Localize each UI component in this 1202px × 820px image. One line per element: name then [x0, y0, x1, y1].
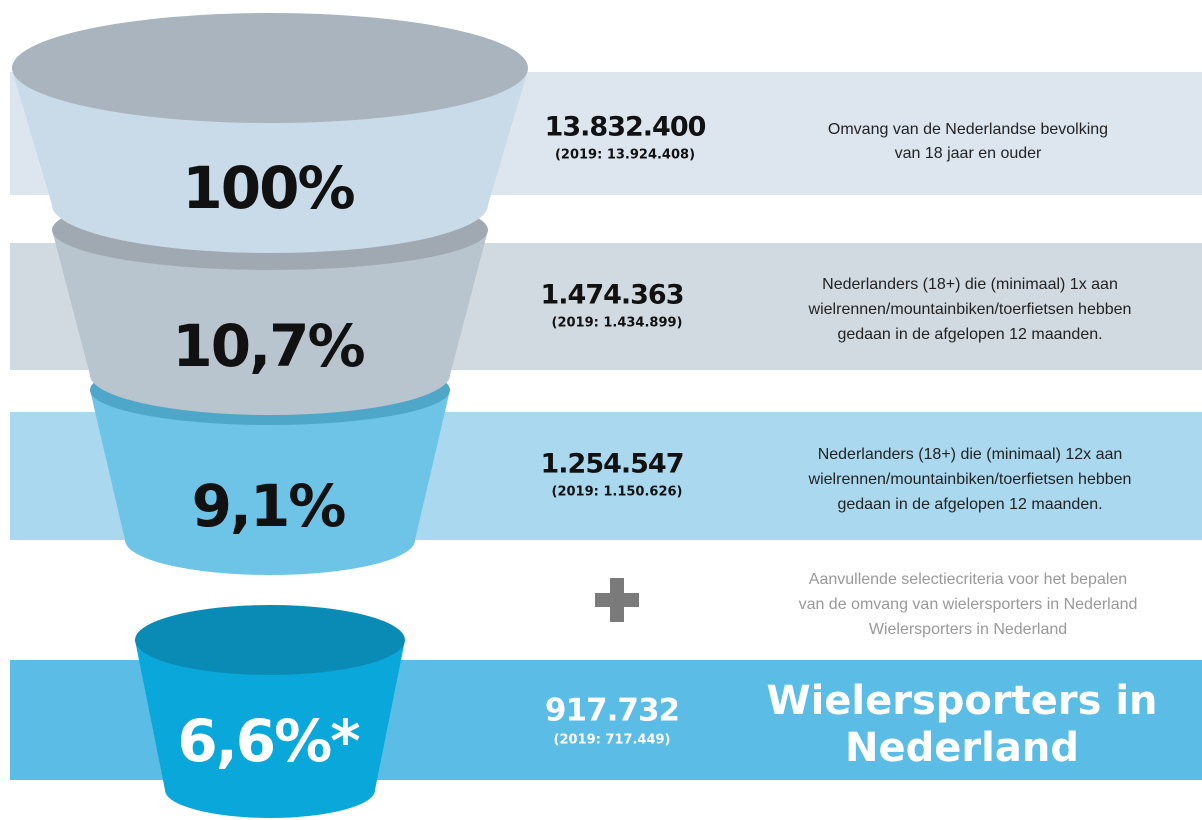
count: 13.832.400	[545, 112, 706, 143]
percent: 6,6%*	[177, 707, 360, 775]
count: 1.254.547	[540, 449, 683, 480]
percent: 100%	[182, 154, 354, 222]
description: van 18 jaar en ouder	[895, 145, 1042, 162]
headline: Nederland	[845, 725, 1079, 771]
funnel-top	[135, 605, 405, 675]
description: Nederlanders (18+) die (minimaal) 12x aa…	[818, 446, 1123, 463]
description: Omvang van de Nederlandse bevolking	[828, 121, 1108, 138]
compare: (2019: 717.449)	[554, 733, 671, 748]
criteria: Wielersporters in Nederland	[869, 621, 1067, 638]
headline: Wielersporters in	[766, 678, 1157, 724]
plus-icon	[595, 578, 639, 622]
infographic: 100% 10,7% 9,1% 6,6%* 13.832.400 (2019: …	[0, 0, 1202, 820]
description: gedaan in de afgelopen 12 maanden.	[837, 496, 1102, 513]
percent: 10,7%	[172, 312, 364, 380]
criteria: van de omvang van wielersporters in Nede…	[799, 596, 1138, 613]
percent: 9,1%	[192, 472, 346, 540]
criteria: Aanvullende selectiecriteria voor het be…	[809, 571, 1127, 588]
compare: (2019: 1.150.626)	[552, 485, 683, 500]
description: gedaan in de afgelopen 12 maanden.	[837, 326, 1102, 343]
count: 1.474.363	[540, 280, 683, 311]
compare: (2019: 13.924.408)	[555, 148, 695, 163]
compare: (2019: 1.434.899)	[552, 316, 683, 331]
funnel-top	[12, 13, 528, 123]
description: wielrennen/mountainbiken/toerfietsen heb…	[808, 471, 1132, 488]
description: Nederlanders (18+) die (minimaal) 1x aan	[822, 276, 1118, 293]
count: 917.732	[545, 693, 679, 729]
description: wielrennen/mountainbiken/toerfietsen heb…	[808, 301, 1132, 318]
